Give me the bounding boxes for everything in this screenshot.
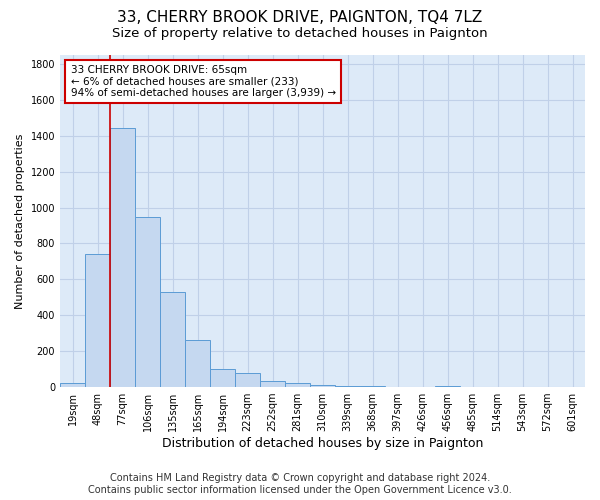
Bar [85, 254, 110, 387]
Y-axis label: Number of detached properties: Number of detached properties [15, 134, 25, 308]
Bar [235, 372, 260, 387]
Bar [535, 386, 560, 387]
Bar [360, 386, 385, 387]
Bar [335, 386, 360, 387]
Bar [210, 369, 235, 387]
Bar [185, 340, 210, 387]
Bar [560, 386, 585, 387]
Text: 33, CHERRY BROOK DRIVE, PAIGNTON, TQ4 7LZ: 33, CHERRY BROOK DRIVE, PAIGNTON, TQ4 7L… [118, 10, 482, 25]
Bar [260, 381, 285, 387]
Bar [510, 386, 535, 387]
Bar [460, 386, 485, 387]
Bar [285, 384, 310, 387]
Text: 33 CHERRY BROOK DRIVE: 65sqm
← 6% of detached houses are smaller (233)
94% of se: 33 CHERRY BROOK DRIVE: 65sqm ← 6% of det… [71, 65, 335, 98]
Bar [485, 386, 510, 387]
Text: Size of property relative to detached houses in Paignton: Size of property relative to detached ho… [112, 28, 488, 40]
Text: Contains HM Land Registry data © Crown copyright and database right 2024.
Contai: Contains HM Land Registry data © Crown c… [88, 474, 512, 495]
Bar [385, 386, 410, 387]
Bar [435, 386, 460, 387]
Bar [310, 386, 335, 387]
Bar [60, 382, 85, 387]
Bar [110, 128, 135, 387]
Bar [160, 292, 185, 387]
Bar [410, 386, 435, 387]
X-axis label: Distribution of detached houses by size in Paignton: Distribution of detached houses by size … [162, 437, 483, 450]
Bar [135, 216, 160, 387]
